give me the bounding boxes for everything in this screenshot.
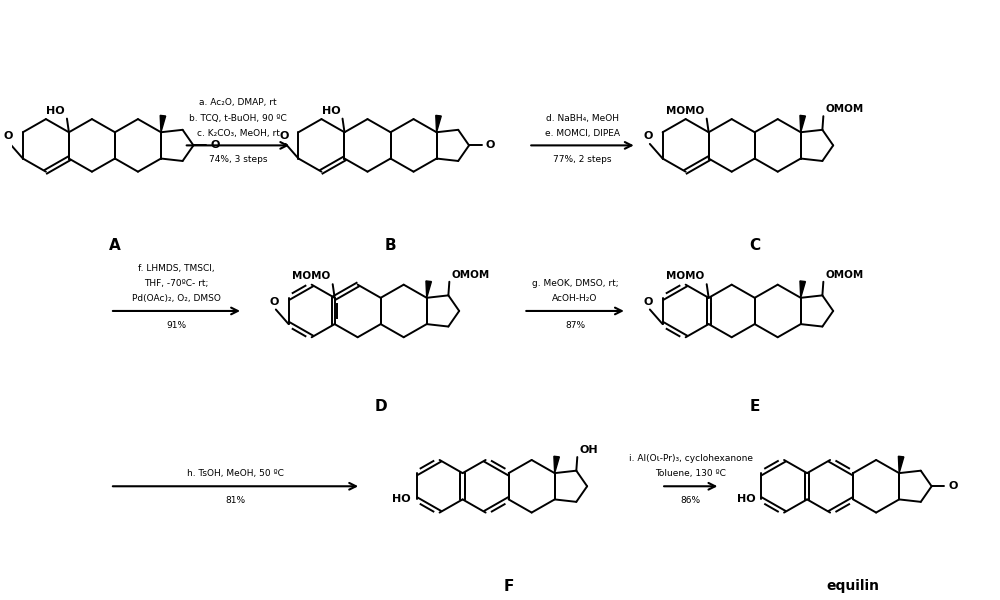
Text: HO: HO: [737, 494, 755, 505]
Text: F: F: [503, 579, 514, 594]
Text: h. TsOH, MeOH, 50 ºC: h. TsOH, MeOH, 50 ºC: [187, 469, 284, 478]
Text: 77%, 2 steps: 77%, 2 steps: [553, 155, 612, 164]
Text: 74%, 3 steps: 74%, 3 steps: [209, 155, 267, 164]
Polygon shape: [436, 115, 441, 132]
Text: MOMO: MOMO: [666, 106, 705, 116]
Text: HO: HO: [322, 106, 341, 116]
Text: C: C: [749, 238, 760, 253]
Text: i. Al(Oι-Pr)₃, cyclohexanone: i. Al(Oι-Pr)₃, cyclohexanone: [629, 454, 753, 463]
Text: O: O: [3, 131, 13, 141]
Text: Toluene, 130 ºC: Toluene, 130 ºC: [655, 469, 726, 478]
Text: E: E: [750, 398, 760, 413]
Text: O: O: [269, 296, 279, 307]
Text: O: O: [486, 140, 495, 151]
Text: 87%: 87%: [565, 320, 585, 329]
Text: e. MOMCl, DIPEA: e. MOMCl, DIPEA: [545, 128, 620, 137]
Text: OMOM: OMOM: [451, 270, 490, 280]
Text: OMOM: OMOM: [825, 270, 864, 280]
Text: Pd(OAc)₂, O₂, DMSO: Pd(OAc)₂, O₂, DMSO: [132, 294, 221, 303]
Text: HO: HO: [392, 494, 411, 505]
Text: 91%: 91%: [166, 320, 187, 329]
Text: O: O: [643, 296, 653, 307]
Text: HO: HO: [46, 106, 65, 116]
Text: AcOH-H₂O: AcOH-H₂O: [552, 294, 598, 303]
Text: OH: OH: [579, 445, 598, 455]
Text: b. TCQ, t-BuOH, 90 ºC: b. TCQ, t-BuOH, 90 ºC: [189, 113, 287, 122]
Text: THF, -70ºC- rt;: THF, -70ºC- rt;: [144, 279, 209, 288]
Text: O: O: [210, 140, 220, 151]
Text: O: O: [948, 481, 958, 491]
Text: B: B: [385, 238, 396, 253]
Text: f. LHMDS, TMSCl,: f. LHMDS, TMSCl,: [138, 264, 215, 273]
Text: MOMO: MOMO: [666, 271, 705, 281]
Polygon shape: [800, 115, 805, 132]
Text: equilin: equilin: [827, 579, 880, 593]
Text: MOMO: MOMO: [292, 271, 331, 281]
Text: 81%: 81%: [225, 496, 246, 505]
Text: 86%: 86%: [681, 496, 701, 505]
Polygon shape: [160, 115, 166, 132]
Polygon shape: [426, 281, 431, 298]
Text: a. Ac₂O, DMAP, rt: a. Ac₂O, DMAP, rt: [199, 98, 277, 107]
Polygon shape: [898, 456, 904, 473]
Text: d. NaBH₄, MeOH: d. NaBH₄, MeOH: [546, 113, 619, 122]
Text: D: D: [374, 398, 387, 413]
Text: OMOM: OMOM: [825, 104, 864, 114]
Text: O: O: [279, 131, 288, 141]
Polygon shape: [800, 281, 805, 298]
Text: g. MeOK, DMSO, rt;: g. MeOK, DMSO, rt;: [532, 279, 618, 288]
Text: O: O: [643, 131, 653, 141]
Polygon shape: [554, 456, 559, 473]
Text: c. K₂CO₃, MeOH, rt: c. K₂CO₃, MeOH, rt: [197, 128, 279, 137]
Text: A: A: [109, 238, 121, 253]
